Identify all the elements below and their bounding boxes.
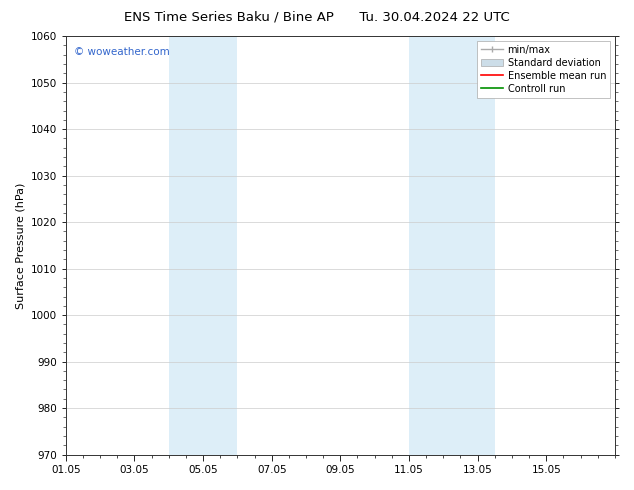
Legend: min/max, Standard deviation, Ensemble mean run, Controll run: min/max, Standard deviation, Ensemble me… bbox=[477, 41, 610, 98]
Text: ENS Time Series Baku / Bine AP      Tu. 30.04.2024 22 UTC: ENS Time Series Baku / Bine AP Tu. 30.04… bbox=[124, 11, 510, 24]
Bar bbox=[409, 36, 495, 455]
Y-axis label: Surface Pressure (hPa): Surface Pressure (hPa) bbox=[15, 182, 25, 309]
Bar bbox=[169, 36, 237, 455]
Text: © woweather.com: © woweather.com bbox=[74, 47, 170, 57]
